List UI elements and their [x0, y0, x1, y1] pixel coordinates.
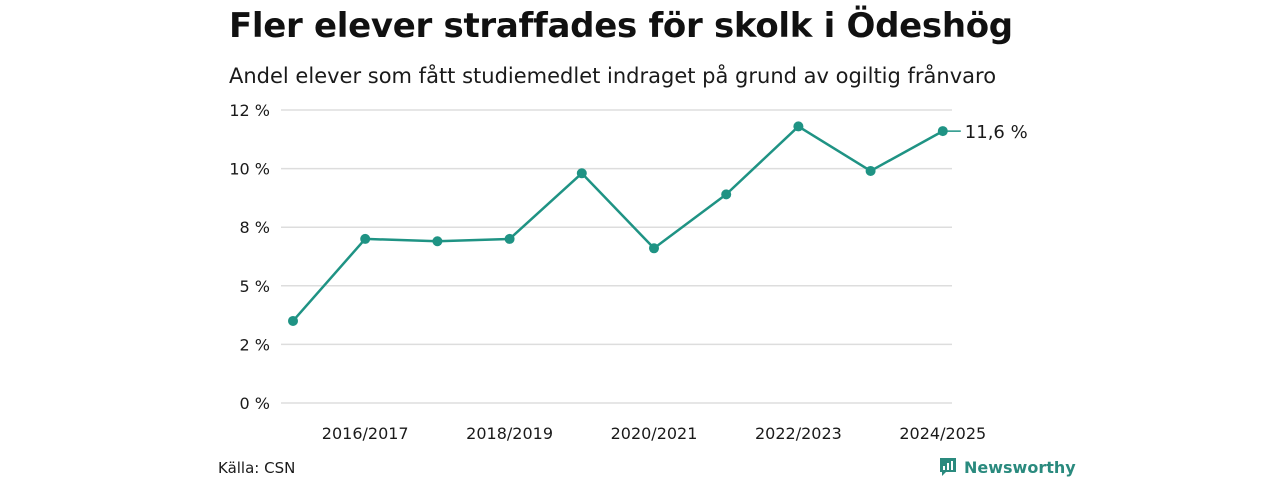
- x-tick-label: 2016/2017: [322, 424, 409, 443]
- y-tick-label: 2 %: [240, 335, 270, 354]
- x-tick-label: 2020/2021: [611, 424, 698, 443]
- data-point: [576, 168, 587, 179]
- data-point: [432, 236, 443, 247]
- data-point: [504, 233, 515, 244]
- y-tick-label: 8 %: [240, 218, 270, 237]
- x-tick-label: 2022/2023: [755, 424, 842, 443]
- y-axis-ticks: 0 % 2 % 5 % 8 % 10 % 12 %: [229, 101, 270, 413]
- y-tick-label: 10 %: [229, 160, 270, 179]
- x-tick-label: 2024/2025: [899, 424, 986, 443]
- series-points: [288, 121, 948, 326]
- chart-title: Fler elever straffades för skolk i Ödesh…: [229, 6, 1013, 46]
- end-value-label: 11,6 %: [965, 122, 1028, 143]
- data-point: [649, 243, 659, 254]
- series-line: [292, 125, 944, 322]
- end-label-group: 11,6 %: [942, 122, 1028, 143]
- data-point: [360, 233, 371, 244]
- data-point: [721, 189, 732, 200]
- chart-subtitle: Andel elever som fått studiemedlet indra…: [229, 64, 997, 88]
- x-tick-label: 2018/2019: [466, 424, 553, 443]
- y-tick-label: 0 %: [240, 394, 270, 413]
- newsworthy-logo-icon: [940, 458, 956, 476]
- y-tick-label: 5 %: [240, 277, 270, 296]
- x-axis-ticks: 2016/2017 2018/2019 2020/2021 2022/2023 2024…: [322, 424, 986, 443]
- y-tick-label: 12 %: [229, 101, 270, 120]
- data-point: [288, 315, 298, 326]
- source-note: Källa: CSN: [218, 459, 296, 477]
- series-line-path: [292, 125, 944, 322]
- data-point: [793, 121, 804, 132]
- brand-logo[interactable]: Newsworthy: [938, 456, 1076, 478]
- grid-lines: [281, 109, 952, 404]
- data-point: [865, 165, 876, 176]
- brand-name: Newsworthy: [964, 457, 1076, 477]
